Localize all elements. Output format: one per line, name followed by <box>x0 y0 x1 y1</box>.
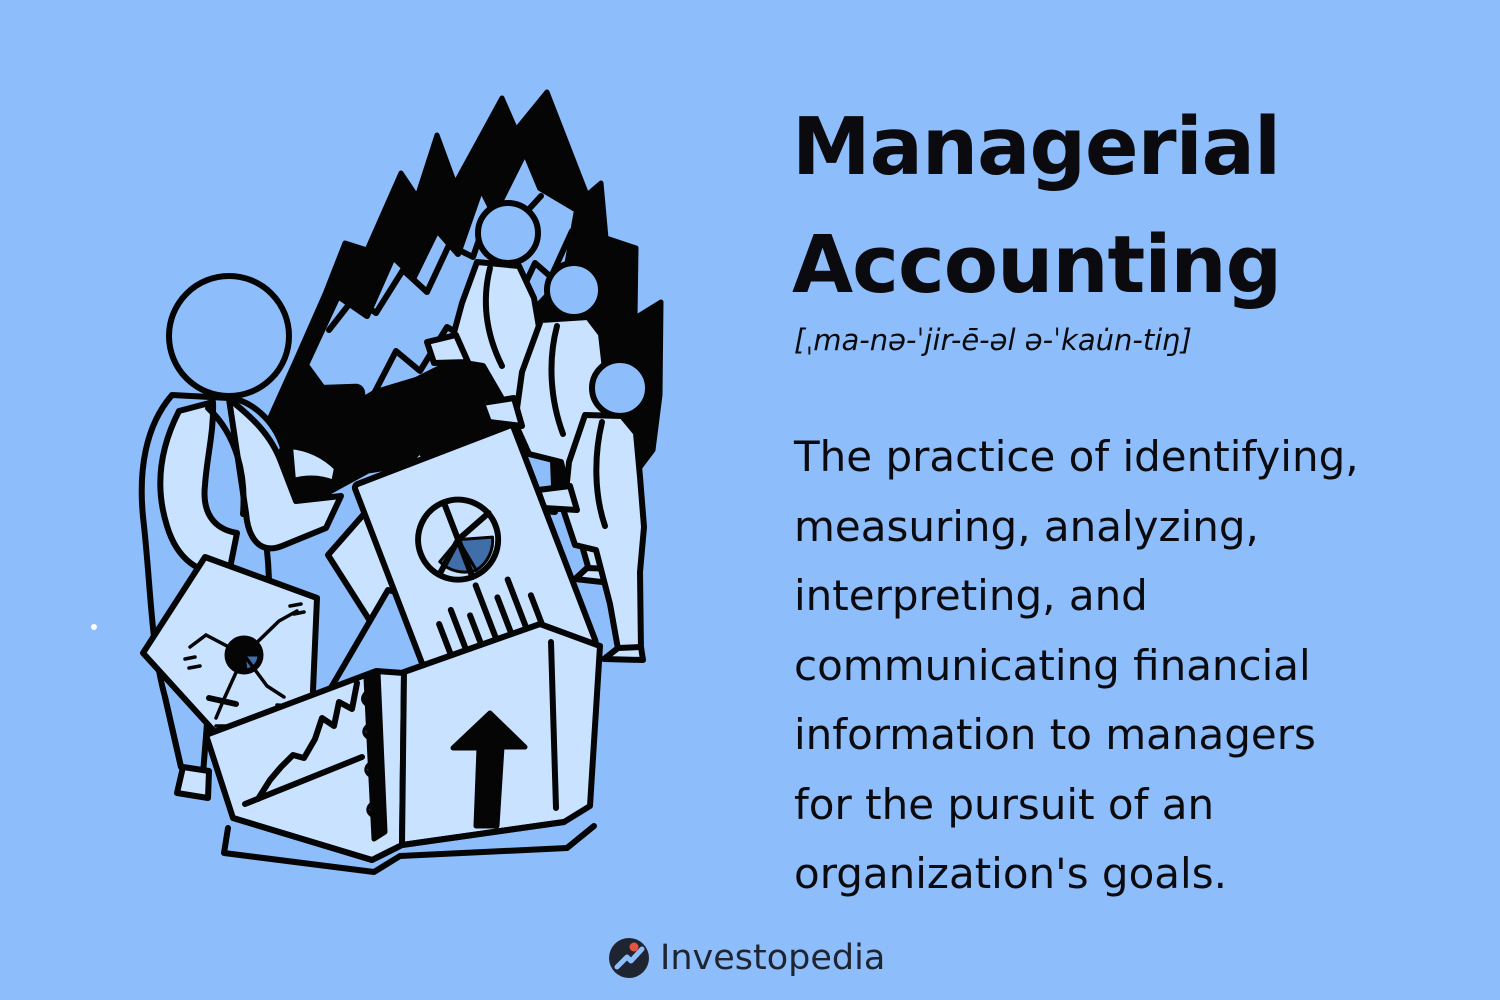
definition-text: The practice of identifying, measuring, … <box>794 422 1484 909</box>
business-team-meeting-illustration: .ink { fill: #050505; stroke: #050505; s… <box>120 80 720 900</box>
investopedia-brand: Investopedia <box>608 932 908 984</box>
definition-line: measuring, analyzing, <box>794 492 1484 562</box>
brand-name: Investopedia <box>660 937 885 979</box>
definition-line: for the pursuit of an <box>794 770 1484 840</box>
pronunciation: [ˌma-nə-ˈjir-ē-əl ə-ˈkau̇n-tiŋ] <box>794 318 1444 362</box>
title-line-2: Accounting <box>792 206 1442 324</box>
white-speck-icon <box>90 623 98 631</box>
title-line-1: Managerial <box>792 88 1442 206</box>
definition-line: information to managers <box>794 700 1484 770</box>
page-title: Managerial Accounting <box>792 88 1442 324</box>
definition-line: The practice of identifying, <box>794 422 1484 492</box>
definition-line: organization's goals. <box>794 839 1484 909</box>
definition-line: interpreting, and <box>794 561 1484 631</box>
investopedia-logo-icon <box>608 937 650 979</box>
definition-line: communicating financial <box>794 631 1484 701</box>
